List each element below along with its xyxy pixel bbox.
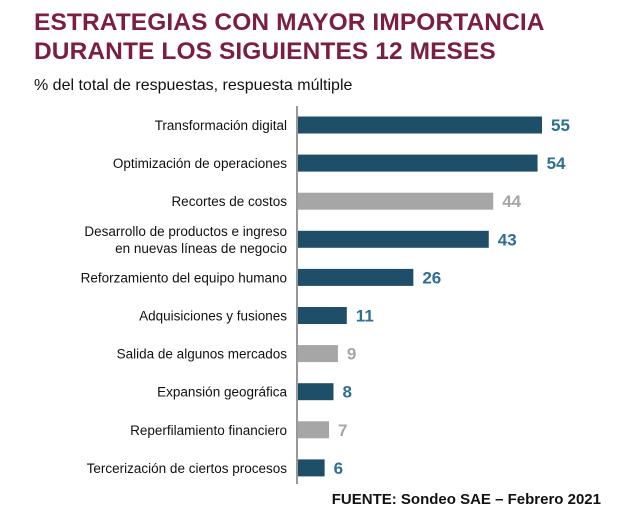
bar-6 xyxy=(298,307,347,324)
category-label-7: Salida de algunos mercados xyxy=(117,347,288,362)
category-label-3: Recortes de costos xyxy=(171,194,287,209)
data-label-7: 9 xyxy=(347,345,356,364)
bar-10 xyxy=(298,459,325,477)
data-label-9: 7 xyxy=(338,421,347,440)
bar-7 xyxy=(298,345,338,363)
data-label-6: 11 xyxy=(356,307,374,326)
category-label-1: Transformación digital xyxy=(155,118,287,133)
data-label-5: 26 xyxy=(422,268,441,287)
data-label-3: 44 xyxy=(502,192,521,211)
chart-title-line-1: ESTRATEGIAS CON MAYOR IMPORTANCIA xyxy=(34,9,545,36)
bar-1 xyxy=(298,116,542,134)
category-label-9: Reperfilamiento financiero xyxy=(130,423,287,438)
data-label-8: 8 xyxy=(342,383,351,402)
source-note: FUENTE: Sondeo SAE – Febrero 2021 xyxy=(331,491,601,508)
category-label-5: Reforzamiento del equipo humano xyxy=(81,270,287,285)
category-label-4: Desarrollo de productos e ingreso en nuev… xyxy=(84,224,287,256)
chart-title: ESTRATEGIAS CON MAYOR IMPORTANCIA DURANT… xyxy=(34,8,619,66)
bar-9 xyxy=(298,421,330,439)
data-label-4: 43 xyxy=(498,230,517,249)
category-label-2: Optimización de operaciones xyxy=(113,156,287,171)
data-label-10: 6 xyxy=(334,459,343,478)
data-label-1: 55 xyxy=(551,116,570,135)
bar-5 xyxy=(298,268,414,286)
bar-2 xyxy=(298,154,538,172)
category-label-10: Tercerización de ciertos procesos xyxy=(87,461,288,476)
bar-8 xyxy=(298,383,334,401)
chart-title-line-2: DURANTE LOS SIGUIENTES 12 MESES xyxy=(34,38,496,65)
chart-subtitle: % del total de respuestas, respuesta múl… xyxy=(34,77,353,94)
category-label-6: Adquisiciones y fusiones xyxy=(139,309,287,324)
bar-3 xyxy=(298,192,494,210)
data-label-2: 54 xyxy=(547,154,566,173)
bar-4 xyxy=(298,230,489,248)
bar-chart: 55 Transformación digital 54 Optimización d… xyxy=(81,106,570,484)
category-label-8: Expansión geográfica xyxy=(157,385,287,400)
